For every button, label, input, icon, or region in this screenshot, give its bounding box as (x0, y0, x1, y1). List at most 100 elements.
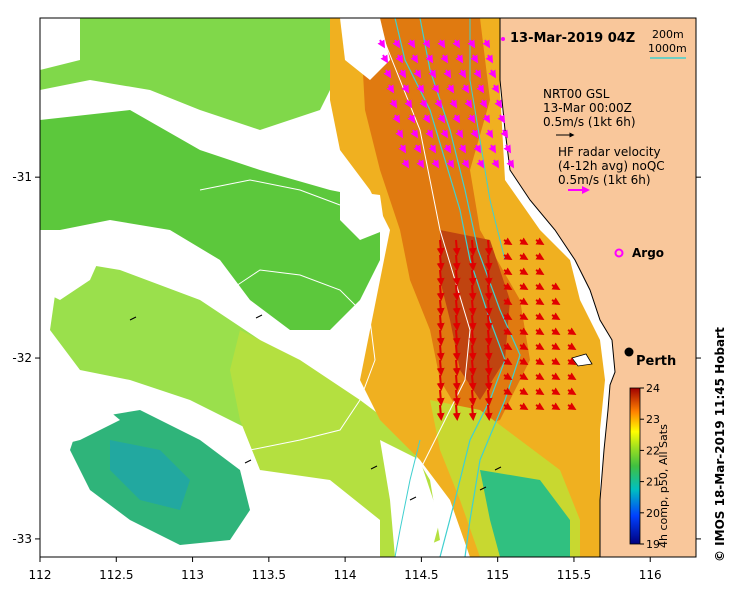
hf-arrow (452, 314, 461, 331)
hf-arrow (449, 99, 458, 109)
hf-arrow (484, 374, 493, 391)
gsl-arrow (129, 316, 137, 321)
hf-arrow (410, 129, 419, 139)
cloud-gap-6 (380, 440, 440, 557)
hf-arrow (436, 359, 445, 376)
hf-arrow (395, 54, 404, 64)
hf-arrow (551, 387, 561, 396)
gsl-arrow (255, 314, 263, 319)
x-tick-label: 114 (334, 568, 357, 582)
colorbar (629, 387, 641, 545)
gsl-legend-line3: 0.5m/s (1kt 6h) (543, 115, 636, 129)
hf-arrow (436, 239, 445, 256)
hf-arrow (446, 84, 455, 94)
hf-arrow (436, 389, 445, 406)
hf-arrow (503, 357, 513, 366)
hf-arrow (485, 54, 494, 64)
hf-arrow (551, 327, 561, 336)
hf-arrow (503, 312, 513, 321)
hf-arrow (503, 252, 513, 261)
map-title: 13-Mar-2019 04Z (510, 31, 635, 46)
hf-arrow (519, 402, 529, 411)
hf-arrow (401, 84, 410, 94)
contour-2 (229, 269, 376, 451)
argo-marker (614, 248, 624, 258)
hf-arrow (484, 344, 493, 361)
hf-arrow (468, 239, 477, 256)
hf-arrow (436, 254, 445, 271)
hf-arrow (484, 359, 493, 376)
hf-arrow (519, 297, 529, 306)
hf-arrow (500, 129, 509, 139)
hf-radar-arrows (377, 39, 577, 421)
hf-arrow (506, 159, 515, 169)
hf-arrow (436, 284, 445, 301)
colorbar-ticks: 24 23 22 21 20 19 (640, 382, 660, 551)
y-tick-label: -31 (12, 170, 32, 184)
hf-arrow (425, 54, 434, 64)
hf-arrow (470, 54, 479, 64)
gsl-arrow (479, 486, 487, 491)
hf-arrow (494, 99, 503, 109)
hf-arrow (425, 129, 434, 139)
hf-arrow (484, 269, 493, 286)
hf-arrow (455, 54, 464, 64)
hf-arrow (535, 252, 545, 261)
hf-arrow (519, 342, 529, 351)
gsl-arrow (494, 466, 502, 471)
hf-arrow (503, 144, 512, 154)
hf-arrow (468, 404, 477, 421)
hf-arrow (468, 344, 477, 361)
credit-text: © IMOS 18-Mar-2019 11:45 Hobart (713, 327, 727, 562)
hf-arrow (551, 312, 561, 321)
hf-arrow (551, 297, 561, 306)
hf-arrow (535, 327, 545, 336)
hf-arrow (446, 159, 455, 169)
cloud-gap-1 (340, 18, 390, 80)
hf-arrow (386, 84, 395, 94)
hf-arrow (503, 342, 513, 351)
hf-arrow (436, 299, 445, 316)
hf-arrow (422, 39, 431, 49)
colorbar-label: 4h comp, p50, All Sats (657, 424, 670, 548)
hf-arrow (398, 144, 407, 154)
hf-arrow (519, 252, 529, 261)
hf-arrow (551, 402, 561, 411)
colorbar-tick-label: 20 (646, 507, 660, 520)
hf-arrow (431, 159, 440, 169)
hf-arrow (503, 237, 513, 246)
hf-arrow (436, 269, 445, 286)
hf-arrow (395, 129, 404, 139)
hf-arrow (461, 159, 470, 169)
hf-arrow (455, 129, 464, 139)
hf-arrow (431, 84, 440, 94)
isobath-south (394, 439, 421, 557)
hf-arrow (484, 329, 493, 346)
hf-arrow (410, 54, 419, 64)
contour-1 (199, 179, 341, 206)
hf-arrow (452, 404, 461, 421)
hf-arrow (503, 327, 513, 336)
hf-arrow (436, 404, 445, 421)
hf-arrow (479, 99, 488, 109)
hf-arrow (461, 84, 470, 94)
hf-arrow (491, 84, 500, 94)
hf-arrow (519, 327, 529, 336)
gsl-legend-line2: 13-Mar 00:00Z (543, 101, 632, 115)
colorbar-tick-label: 19 (646, 538, 660, 551)
hf-arrow (452, 344, 461, 361)
hf-arrow (468, 299, 477, 316)
hf-arrow (535, 297, 545, 306)
hf-arrow (452, 374, 461, 391)
x-tick-label: 115 (486, 568, 509, 582)
gsl-arrow (409, 496, 417, 501)
hf-arrow (484, 254, 493, 271)
hf-arrow (503, 387, 513, 396)
colorbar-tick-label: 21 (646, 476, 660, 489)
hf-arrow (452, 114, 461, 124)
hf-arrow (404, 99, 413, 109)
hf-arrow (468, 314, 477, 331)
sst-patch-cool (110, 440, 190, 510)
hf-arrow (467, 39, 476, 49)
hf-arrow (485, 129, 494, 139)
